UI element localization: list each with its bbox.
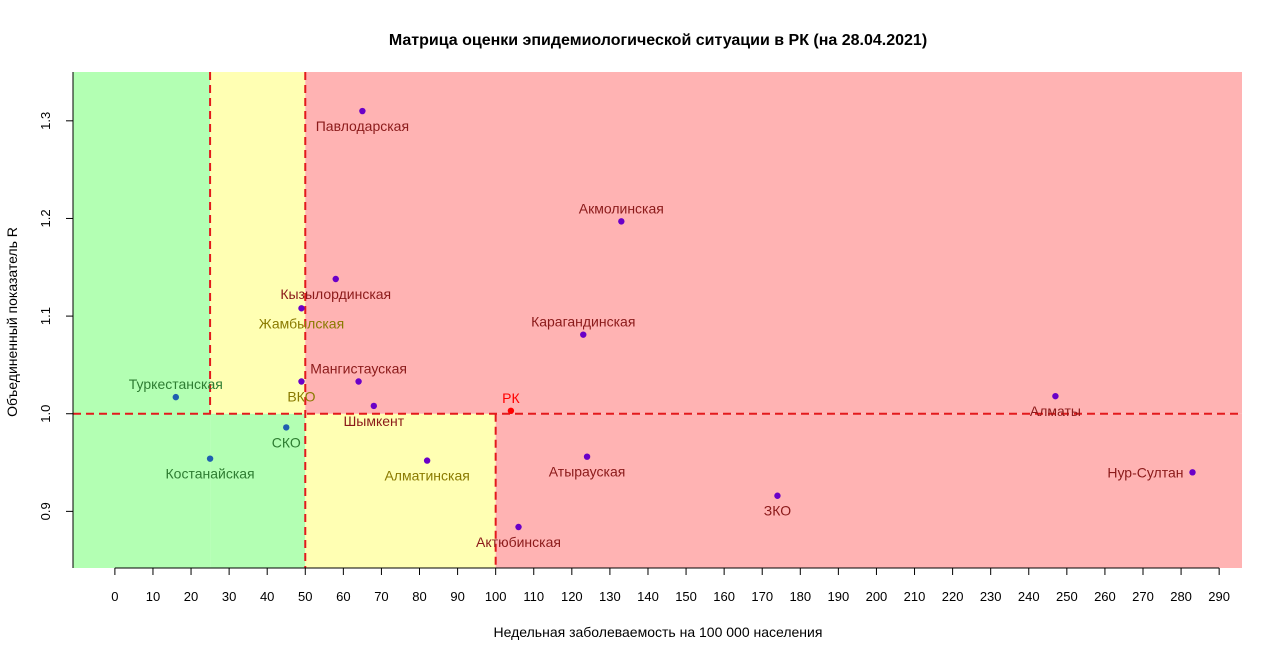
point-label: СКО — [272, 434, 301, 450]
y-tick-label: 1.3 — [38, 112, 53, 130]
data-point — [583, 453, 591, 460]
x-tick-label: 220 — [942, 589, 964, 604]
point-label: ВКО — [287, 389, 315, 405]
data-point — [1189, 469, 1196, 476]
x-tick-label: 240 — [1018, 589, 1040, 604]
point-label: Костанайская — [166, 466, 255, 482]
point-label: РК — [502, 390, 520, 406]
data-point — [580, 331, 587, 338]
x-tick-label: 30 — [222, 589, 236, 604]
data-point — [298, 378, 305, 385]
zone-red — [305, 72, 1243, 414]
point-label: Алматы — [1030, 403, 1081, 419]
x-tick-label: 150 — [675, 589, 697, 604]
x-tick-label: 290 — [1208, 589, 1230, 604]
x-tick-label: 20 — [184, 589, 198, 604]
x-tick-label: 270 — [1132, 589, 1154, 604]
data-point — [423, 457, 431, 464]
point-label: Кызылординская — [280, 286, 391, 302]
zone-green — [210, 413, 306, 568]
data-point — [370, 402, 378, 410]
data-point — [355, 378, 362, 385]
data-point — [172, 393, 180, 401]
x-tick-label: 70 — [374, 589, 388, 604]
data-point — [283, 424, 290, 431]
point-label: Актюбинская — [476, 534, 561, 550]
point-label: Атырауская — [549, 464, 626, 480]
point-label: Алматинская — [384, 468, 469, 484]
data-point — [206, 455, 214, 462]
x-tick-label: 160 — [713, 589, 735, 604]
x-tick-label: 50 — [298, 589, 312, 604]
chart-title: Матрица оценки эпидемиологической ситуац… — [389, 32, 927, 49]
x-tick-label: 130 — [599, 589, 621, 604]
x-tick-label: 110 — [523, 589, 544, 604]
x-tick-label: 140 — [637, 589, 659, 604]
x-tick-label: 0 — [111, 589, 118, 604]
data-point — [332, 275, 339, 283]
data-point — [774, 492, 781, 499]
point-label: Туркестанская — [129, 376, 223, 392]
y-tick-label: 1.1 — [38, 307, 53, 325]
axes: 0 10 20 30 40 50 60 70 80 90 100 110 120 130 140 150 160… — [38, 72, 1230, 604]
data-point — [359, 107, 366, 115]
x-tick-label: 260 — [1094, 589, 1116, 604]
x-tick-label: 90 — [450, 589, 464, 604]
x-tick-label: 230 — [980, 589, 1002, 604]
x-tick-label: 250 — [1056, 589, 1078, 604]
zone-green — [73, 72, 211, 568]
x-tick-label: 100 — [485, 589, 507, 604]
threshold-lines — [73, 72, 1242, 568]
y-axis-title: Объединенный показатель R — [4, 227, 20, 417]
x-tick-label: 190 — [828, 589, 850, 604]
x-tick-label: 120 — [561, 589, 583, 604]
y-tick-label: 0.9 — [38, 502, 53, 520]
x-tick-label: 40 — [260, 589, 274, 604]
y-tick-label: 1.0 — [38, 405, 53, 423]
point-label: ЗКО — [764, 503, 791, 519]
x-tick-label: 280 — [1170, 589, 1192, 604]
x-tick-label: 80 — [412, 589, 426, 604]
x-tick-label: 210 — [904, 589, 926, 604]
data-point — [507, 407, 515, 415]
x-tick-label: 200 — [866, 589, 888, 604]
risk-zones — [73, 72, 1243, 568]
data-point — [618, 218, 625, 225]
point-label: Нур-Султан — [1107, 464, 1183, 480]
point-label: Акмолинская — [579, 200, 664, 216]
x-tick-label: 60 — [336, 589, 350, 604]
x-tick-label: 170 — [751, 589, 773, 604]
x-axis-title: Недельная заболеваемость на 100 000 насе… — [494, 624, 823, 640]
point-label: Павлодарская — [316, 118, 409, 134]
data-point — [1052, 392, 1059, 400]
point-label: Мангистауская — [310, 361, 407, 377]
x-tick-label: 10 — [146, 589, 160, 604]
x-tick-label: 180 — [789, 589, 811, 604]
zone-yellow — [210, 72, 306, 414]
data-points: Павлодарская Акмолинская Кызылординская Жам… — [129, 107, 1196, 550]
zone-yellow — [305, 413, 496, 568]
y-tick-label: 1.2 — [38, 209, 53, 227]
data-point — [515, 523, 522, 531]
zone-red — [495, 413, 1243, 568]
point-label: Карагандинская — [531, 314, 635, 330]
data-point — [298, 305, 305, 312]
point-label: Жамбылская — [259, 315, 344, 331]
point-label: Шымкент — [343, 413, 404, 429]
